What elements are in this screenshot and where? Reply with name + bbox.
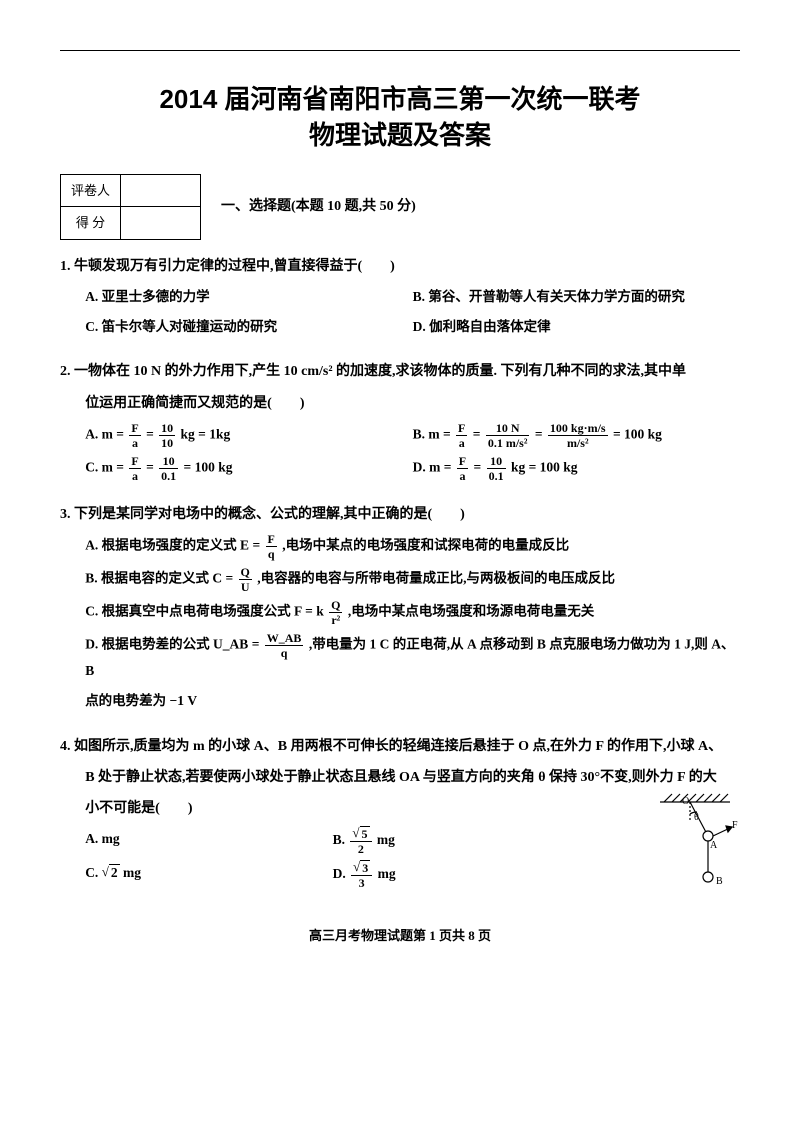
q3-options: A. 根据电场强度的定义式 E = Fq ,电场中某点的电场强度和试探电荷的电量… xyxy=(60,533,740,720)
q1-stem: 1. 牛顿发现万有引力定律的过程中,曾直接得益于( ) xyxy=(60,254,740,279)
q1-opt-c: C. 笛卡尔等人对碰撞运动的研究 xyxy=(85,315,412,339)
q4-opt-c: C. 2 mg xyxy=(85,861,332,889)
q4-label-B: B xyxy=(716,876,723,887)
value-grader xyxy=(121,174,201,206)
q4b-post: mg xyxy=(377,832,395,847)
q4-label-theta: θ xyxy=(694,812,699,823)
q2b-mid2: = xyxy=(535,426,546,441)
q2-opt-a: A. m = Fa = 1010 kg = 1kg xyxy=(85,422,412,449)
exam-title: 2014 届河南省南阳市高三第一次统一联考 物理试题及答案 xyxy=(60,81,740,154)
q4-label-F: F xyxy=(732,820,738,831)
q2a-mid: = xyxy=(146,426,157,441)
q2d-frac2: 100.1 xyxy=(487,455,506,482)
question-4: 4. 如图所示,质量均为 m 的小球 A、B 用两根不可伸长的轻绳连接后悬挂于 … xyxy=(60,734,740,902)
q3b-pre: B. 根据电容的定义式 C = xyxy=(85,571,236,586)
q2-opt-b: B. m = Fa = 10 N0.1 m/s² = 100 kg·m/sm/s… xyxy=(413,422,740,449)
q4d-frac: 3 3 xyxy=(351,861,372,889)
q2c-post: = 100 kg xyxy=(184,459,233,474)
q4-label-O: O xyxy=(682,796,689,807)
score-row: 评卷人 得 分 一、选择题(本题 10 题,共 50 分) xyxy=(60,174,740,240)
q2b-frac2: 10 N0.1 m/s² xyxy=(486,422,530,449)
q4-opt-b: B. 5 2 mg xyxy=(333,827,580,855)
label-grader: 评卷人 xyxy=(61,174,121,206)
q3c-pre: C. 根据真空中点电荷电场强度公式 F = k xyxy=(85,604,324,619)
q4-options: A. mg B. 5 2 mg C. 2 mg D. 3 3 mg xyxy=(60,827,580,895)
q2d-frac1: Fa xyxy=(457,455,468,482)
q4c-post: mg xyxy=(123,865,141,880)
q2c-frac2: 100.1 xyxy=(159,455,178,482)
question-2: 2. 一物体在 10 N 的外力作用下,产生 10 cm/s² 的加速度,求该物… xyxy=(60,359,740,487)
q2c-pre: C. m = xyxy=(85,459,127,474)
score-table: 评卷人 得 分 xyxy=(60,174,201,240)
q4b-pre: B. xyxy=(333,832,349,847)
page-footer: 高三月考物理试题第 1 页共 8 页 xyxy=(60,924,740,947)
q3c-post: ,电场中某点电场强度和场源电荷电量无关 xyxy=(348,604,594,619)
q3-opt-a: A. 根据电场强度的定义式 E = Fq ,电场中某点的电场强度和试探电荷的电量… xyxy=(85,533,740,560)
q3d-frac: W_ABq xyxy=(265,632,304,659)
q2b-pre: B. m = xyxy=(413,426,454,441)
q1-options: A. 亚里士多德的力学 B. 第谷、开普勒等人有关天体力学方面的研究 C. 笛卡… xyxy=(60,285,740,346)
q2-options: A. m = Fa = 1010 kg = 1kg B. m = Fa = 10… xyxy=(60,422,740,488)
q4-stem-b: B 处于静止状态,若要使两小球处于静止状态且悬线 OA 与竖直方向的夹角 θ 保… xyxy=(60,765,740,790)
q2a-frac1: Fa xyxy=(129,422,140,449)
q3a-pre: A. 根据电场强度的定义式 E = xyxy=(85,538,263,553)
q1-opt-d: D. 伽利略自由落体定律 xyxy=(413,315,740,339)
q3b-frac: QU xyxy=(239,566,252,593)
q2d-post: kg = 100 kg xyxy=(511,459,578,474)
q4-diagram: O θ A B F xyxy=(650,792,740,902)
q4-stem-a: 4. 如图所示,质量均为 m 的小球 A、B 用两根不可伸长的轻绳连接后悬挂于 … xyxy=(60,734,740,759)
q2c-frac1: Fa xyxy=(129,455,140,482)
q4b-frac: 5 2 xyxy=(350,827,371,855)
q1-opt-a: A. 亚里士多德的力学 xyxy=(85,285,412,309)
q2-stem-b: 位运用正确简捷而又规范的是( ) xyxy=(60,391,740,416)
q4-stem-c: 小不可能是( ) xyxy=(60,796,740,821)
question-1: 1. 牛顿发现万有引力定律的过程中,曾直接得益于( ) A. 亚里士多德的力学 … xyxy=(60,254,740,346)
q2-opt-d: D. m = Fa = 100.1 kg = 100 kg xyxy=(413,455,740,482)
q2d-pre: D. m = xyxy=(413,459,455,474)
top-rule xyxy=(60,50,740,51)
score-row-grader: 评卷人 xyxy=(61,174,201,206)
q4-opt-a: A. mg xyxy=(85,827,332,855)
q2d-mid: = xyxy=(474,459,485,474)
q4c-pre: C. xyxy=(85,865,102,880)
q3-opt-c: C. 根据真空中点电荷电场强度公式 F = k Qr² ,电场中某点电场强度和场… xyxy=(85,599,740,626)
q2a-pre: A. m = xyxy=(85,426,127,441)
q4-opt-d: D. 3 3 mg xyxy=(333,861,580,889)
q2b-post: = 100 kg xyxy=(613,426,662,441)
q2a-frac2: 1010 xyxy=(159,422,175,449)
q3-opt-d-line2: 点的电势差为 −1 V xyxy=(85,689,740,713)
q3-opt-b: B. 根据电容的定义式 C = QU ,电容器的电容与所带电荷量成正比,与两极板… xyxy=(85,566,740,593)
title-line2: 物理试题及答案 xyxy=(60,117,740,153)
q3d-pre: D. 根据电势差的公式 U_AB = xyxy=(85,637,263,652)
value-score xyxy=(121,207,201,239)
q2b-frac3: 100 kg·m/sm/s² xyxy=(548,422,608,449)
q2-stem-a: 2. 一物体在 10 N 的外力作用下,产生 10 cm/s² 的加速度,求该物… xyxy=(60,359,740,384)
q3a-post: ,电场中某点的电场强度和试探电荷的电量成反比 xyxy=(282,538,569,553)
score-row-score: 得 分 xyxy=(61,207,201,239)
q3a-frac: Fq xyxy=(266,533,277,560)
q2c-mid: = xyxy=(146,459,157,474)
title-line1: 2014 届河南省南阳市高三第一次统一联考 xyxy=(60,81,740,117)
question-3: 3. 下列是某同学对电场中的概念、公式的理解,其中正确的是( ) A. 根据电场… xyxy=(60,502,740,720)
q2-opt-c: C. m = Fa = 100.1 = 100 kg xyxy=(85,455,412,482)
q4d-pre: D. xyxy=(333,866,350,881)
q2b-frac1: Fa xyxy=(456,422,467,449)
q3c-frac: Qr² xyxy=(329,599,342,626)
q4-label-A: A xyxy=(710,840,718,851)
q2b-mid: = xyxy=(473,426,484,441)
label-score: 得 分 xyxy=(61,207,121,239)
q3b-post: ,电容器的电容与所带电荷量成正比,与两极板间的电压成反比 xyxy=(257,571,615,586)
q3-stem: 3. 下列是某同学对电场中的概念、公式的理解,其中正确的是( ) xyxy=(60,502,740,527)
section1-title: 一、选择题(本题 10 题,共 50 分) xyxy=(221,194,416,219)
q3-opt-d: D. 根据电势差的公式 U_AB = W_ABq ,带电量为 1 C 的正电荷,… xyxy=(85,632,740,683)
q2a-post: kg = 1kg xyxy=(181,426,231,441)
q1-opt-b: B. 第谷、开普勒等人有关天体力学方面的研究 xyxy=(413,285,740,309)
q4d-post: mg xyxy=(378,866,396,881)
